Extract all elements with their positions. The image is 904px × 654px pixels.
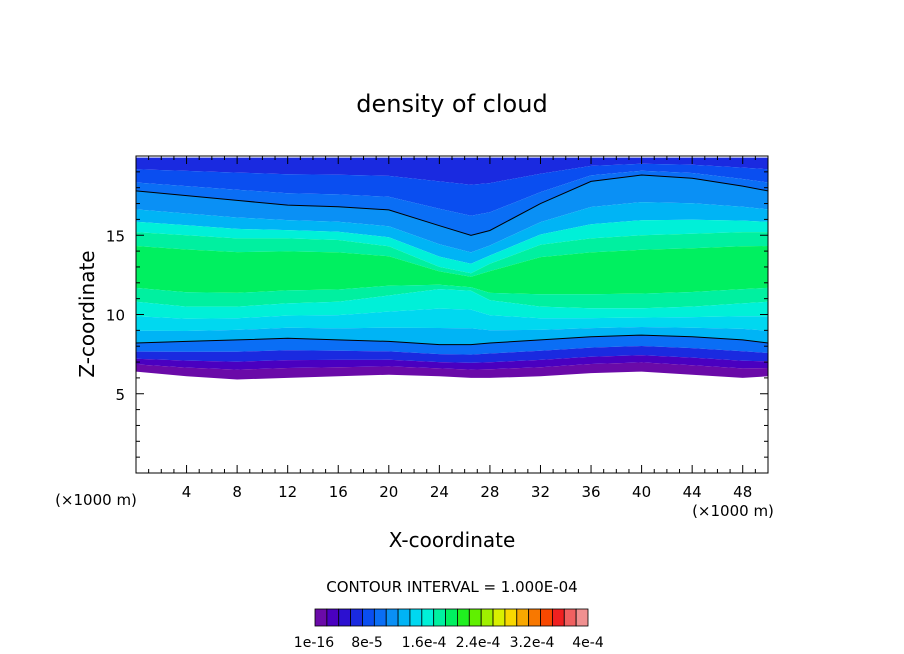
colorbar-label: 3.2e-4 <box>510 635 555 651</box>
colorbar-swatch <box>397 608 411 627</box>
y-tick-label: 10 <box>106 307 125 325</box>
density-band <box>136 170 768 236</box>
x-tick-label: 16 <box>329 483 348 501</box>
colorbar-swatch <box>540 608 553 627</box>
colorbar-label: 8e-5 <box>351 635 382 651</box>
density-band <box>136 308 768 331</box>
colorbar-label: 1e-16 <box>294 635 334 651</box>
colorbar-swatch <box>575 608 589 627</box>
x-tick-label: 32 <box>531 483 550 501</box>
density-band <box>136 355 768 370</box>
y-axis: 5 10 15 <box>106 155 768 474</box>
contour-line-upper <box>136 174 768 236</box>
colorbar-swatch <box>457 608 470 627</box>
colorbar-swatch <box>326 608 340 627</box>
density-band <box>136 202 768 264</box>
x-tick-label: 4 <box>182 483 192 501</box>
density-band <box>136 327 768 345</box>
x-axis-label: X-coordinate <box>389 528 516 552</box>
density-band <box>136 157 768 185</box>
density-band <box>136 175 768 253</box>
colorbar-swatch <box>421 608 435 627</box>
colorbar-swatch <box>409 608 423 627</box>
colorbar-swatch <box>338 608 352 627</box>
colorbar-label: 1.6e-4 <box>402 635 447 651</box>
x-tick-label: 8 <box>232 483 242 501</box>
density-band <box>136 289 768 319</box>
colorbar-swatch <box>350 608 363 627</box>
colorbar-swatch <box>492 608 506 627</box>
colorbar-swatch <box>362 608 375 627</box>
colorbar-swatch <box>373 608 387 627</box>
x-tick-label: 20 <box>379 483 398 501</box>
colorbar-swatch <box>433 608 446 627</box>
contour-line-lower <box>136 334 768 346</box>
colorbar <box>314 608 589 627</box>
chart-title: density of cloud <box>356 90 547 118</box>
colorbar-swatch <box>551 608 565 627</box>
colorbar-swatch <box>528 608 541 627</box>
plot-area <box>136 157 768 380</box>
colorbar-swatch <box>504 608 518 627</box>
density-band <box>136 246 768 295</box>
colorbar-swatch <box>516 608 530 627</box>
colorbar-labels: 1e-16 8e-5 1.6e-4 2.4e-4 3.2e-4 4e-4 <box>294 635 604 651</box>
y-axis-label: Z-coordinate <box>75 250 99 377</box>
density-band <box>136 284 768 309</box>
density-band <box>136 346 768 363</box>
y-tick-label: 15 <box>106 227 125 245</box>
x-unit-right: (×1000 m) <box>692 502 774 520</box>
x-tick-label: 12 <box>278 483 297 501</box>
x-tick-label: 24 <box>430 483 449 501</box>
x-tick-label: 36 <box>581 483 600 501</box>
density-band <box>136 362 768 380</box>
colorbar-swatch <box>563 608 577 627</box>
colorbar-swatch <box>480 608 494 627</box>
x-axis: 4 8 12 16 20 24 28 32 36 40 44 48 <box>135 156 769 501</box>
colorbar-label: 2.4e-4 <box>456 635 501 651</box>
x-tick-label: 40 <box>632 483 651 501</box>
contour-interval: CONTOUR INTERVAL = 1.000E-04 <box>326 578 577 596</box>
colorbar-swatch <box>314 608 328 627</box>
y-tick-label: 5 <box>115 386 125 404</box>
colorbar-swatch <box>385 608 399 627</box>
x-unit-left: (×1000 m) <box>55 491 137 509</box>
colorbar-swatch <box>445 608 458 627</box>
density-band <box>136 219 768 274</box>
x-tick-label: 44 <box>683 483 702 501</box>
density-band <box>136 232 768 277</box>
colorbar-swatch <box>468 608 482 627</box>
x-tick-label: 28 <box>480 483 499 501</box>
colorbar-label: 4e-4 <box>572 635 604 651</box>
x-tick-label: 48 <box>733 483 752 501</box>
density-band <box>136 163 768 216</box>
